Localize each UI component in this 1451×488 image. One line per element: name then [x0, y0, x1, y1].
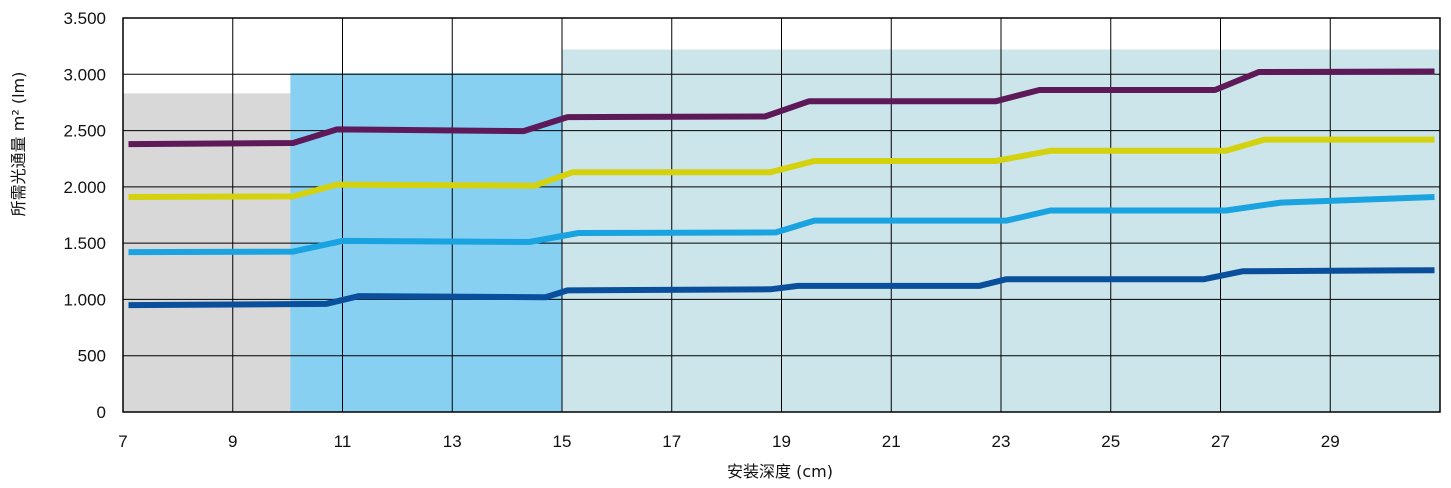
series-line-3	[128, 194, 1435, 256]
x-tick-label: 21	[882, 432, 901, 451]
y-tick-label: 1.000	[63, 290, 106, 309]
plot-frame	[122, 17, 1441, 413]
series-lines	[128, 68, 1435, 309]
x-tick-label: 13	[443, 432, 462, 451]
x-tick-label: 23	[992, 432, 1011, 451]
y-tick-label: 1.500	[63, 234, 106, 253]
y-tick-label: 500	[78, 347, 106, 366]
y-tick-label: 3.500	[63, 9, 106, 28]
y-tick-label: 3.000	[63, 65, 106, 84]
series-line-4	[128, 267, 1435, 309]
x-tick-label: 25	[1101, 432, 1120, 451]
y-tick-label: 2.500	[63, 122, 106, 141]
x-tick-label: 17	[662, 432, 681, 451]
y-tick-label: 0	[97, 403, 106, 422]
x-tick-label: 27	[1211, 432, 1230, 451]
x-axis-ticks: 7 9 11 13 15 17 19 21 23 25 27 29	[118, 432, 1339, 451]
y-axis-ticks: 0 500 1.000 1.500 2.000 2.500 3.000 3.500	[63, 9, 106, 422]
x-tick-label: 19	[772, 432, 791, 451]
series-line-2	[128, 136, 1435, 200]
x-tick-label: 7	[118, 432, 127, 451]
x-tick-label: 9	[228, 432, 237, 451]
x-tick-label: 15	[553, 432, 572, 451]
y-tick-label: 2.000	[63, 178, 106, 197]
x-axis-title: 安装深度 (cm)	[727, 462, 833, 481]
y-axis-title: 所需光通量 m² (lm)	[9, 72, 28, 217]
x-tick-label: 11	[334, 432, 352, 451]
x-tick-label: 29	[1321, 432, 1340, 451]
series-line-1	[128, 68, 1435, 148]
